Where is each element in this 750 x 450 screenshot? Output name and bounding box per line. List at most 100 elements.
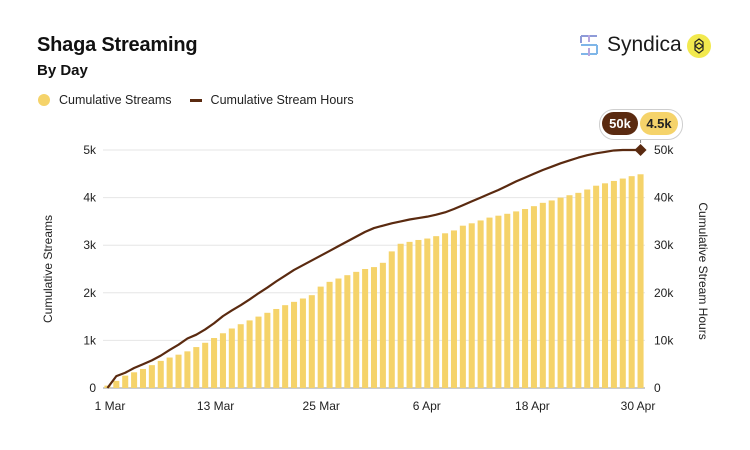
bar	[131, 372, 138, 388]
legend-item-hours: Cumulative Stream Hours	[189, 93, 354, 107]
bar	[601, 183, 609, 388]
bar	[610, 180, 617, 388]
bar	[522, 209, 529, 388]
bar	[637, 174, 644, 388]
chart-subtitle: By Day	[37, 62, 88, 79]
bar	[353, 271, 360, 388]
legend-label-streams: Cumulative Streams	[59, 93, 172, 107]
legend-label-hours: Cumulative Stream Hours	[210, 93, 354, 107]
bar	[619, 178, 626, 388]
bar-series	[104, 174, 644, 388]
line-series-path	[106, 148, 641, 389]
y-right-tick-label: 0	[654, 381, 661, 395]
bar	[442, 233, 449, 388]
bar	[326, 281, 333, 388]
bar	[379, 262, 386, 388]
y-right-tick-label: 40k	[654, 191, 674, 205]
bar	[468, 223, 475, 388]
y-right-tick-label: 30k	[654, 238, 674, 252]
bar	[397, 243, 404, 388]
bar	[504, 213, 511, 388]
bar	[255, 316, 262, 388]
x-tick-label: 25 Mar	[303, 399, 340, 413]
bar	[388, 251, 395, 388]
bar	[495, 215, 502, 388]
y-left-tick-label: 0	[89, 381, 96, 395]
bar	[433, 236, 440, 388]
callout-streams-value: 4.5k	[640, 112, 678, 135]
bar	[211, 338, 218, 388]
bar	[299, 298, 306, 388]
bar	[557, 197, 564, 388]
bar	[157, 360, 164, 388]
chart-title: Shaga Streaming	[37, 34, 198, 56]
x-tick-label: 18 Apr	[515, 399, 550, 413]
y-left-tick-label: 3k	[83, 238, 97, 252]
y-right-tick-label: 10k	[654, 333, 674, 347]
bar	[548, 200, 555, 388]
brand-logo: Syndica	[578, 32, 682, 58]
bar	[122, 375, 129, 388]
bar	[175, 354, 182, 388]
x-tick-label: 30 Apr	[621, 399, 656, 413]
bar	[335, 278, 342, 388]
y-left-axis-label: Cumulative Streams	[41, 215, 55, 323]
bar	[584, 189, 591, 388]
bar	[202, 342, 209, 388]
bar	[477, 220, 484, 388]
bar	[628, 176, 635, 388]
bar	[530, 206, 537, 388]
legend-item-streams: Cumulative Streams	[38, 93, 172, 107]
bar	[246, 320, 253, 388]
bar	[139, 368, 147, 388]
bar	[424, 238, 431, 388]
bar	[166, 357, 173, 388]
bar	[219, 333, 226, 388]
y-left-tick-label: 1k	[83, 333, 97, 347]
legend-swatch-hours	[189, 98, 202, 102]
bar	[237, 324, 244, 388]
bar	[566, 195, 573, 388]
x-tick-label: 1 Mar	[95, 399, 126, 413]
legend-swatch-streams	[38, 94, 50, 106]
line-end-marker	[634, 144, 647, 156]
bar	[228, 328, 235, 388]
bar	[513, 211, 520, 388]
bar	[193, 347, 200, 388]
bar	[450, 230, 457, 388]
bar	[113, 380, 120, 388]
y-right-tick-label: 50k	[654, 143, 674, 157]
bar	[593, 185, 600, 388]
bar	[264, 312, 271, 388]
bar	[406, 241, 413, 388]
y-left-tick-label: 5k	[83, 143, 97, 157]
y-left-tick-label: 2k	[83, 286, 97, 300]
bar	[539, 202, 546, 388]
bar	[344, 275, 351, 388]
bar	[291, 301, 298, 388]
callout-hours-value: 50k	[602, 112, 638, 135]
bar	[415, 239, 422, 388]
bar	[282, 305, 289, 388]
brand-name: Syndica	[607, 33, 682, 56]
shaga-badge-icon	[687, 34, 711, 58]
legend: Cumulative Streams Cumulative Stream Hou…	[38, 93, 372, 107]
y-right-axis-label: Cumulative Stream Hours	[696, 202, 710, 339]
y-right-tick-label: 20k	[654, 286, 674, 300]
bar	[575, 192, 582, 388]
bar	[273, 308, 280, 388]
bar	[148, 365, 155, 388]
y-left-tick-label: 4k	[83, 191, 97, 205]
x-tick-label: 13 Mar	[197, 399, 234, 413]
bar	[486, 217, 493, 388]
syndica-logo-icon	[580, 35, 598, 56]
bar	[308, 295, 315, 388]
axes: 0 0 1k 10k 2k 20k 3k 30k 4k 40k 5k 50k 1 Mar 13 Mar 25…	[41, 143, 710, 413]
bar	[370, 267, 378, 388]
bar	[317, 286, 324, 388]
x-tick-label: 6 Apr	[413, 399, 441, 413]
bar	[459, 225, 466, 388]
bar	[184, 351, 191, 388]
bar	[362, 269, 369, 388]
